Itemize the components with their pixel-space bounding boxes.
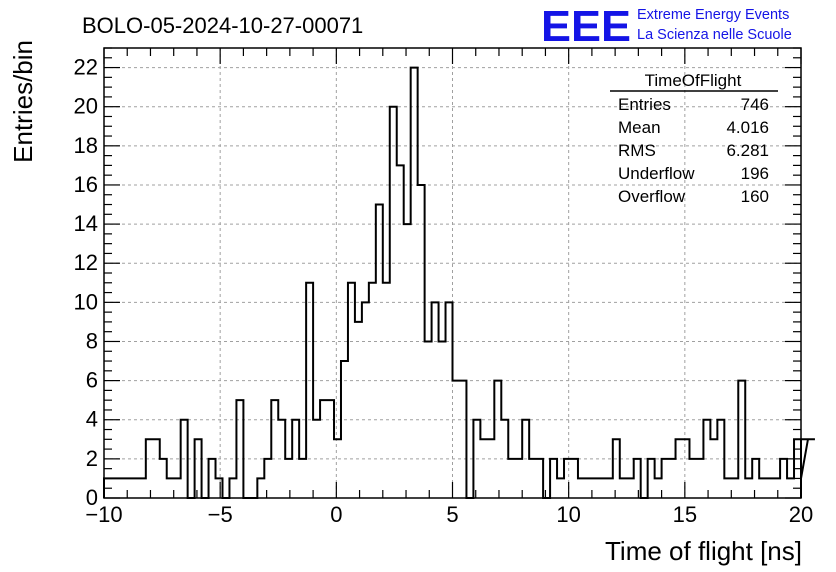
histogram-line xyxy=(103,66,815,499)
x-tick-label: −5 xyxy=(208,502,233,527)
stats-row-value: 196 xyxy=(741,164,769,183)
y-tick-labels: 0 2 4 6 8 10 12 14 16 18 20 22 xyxy=(74,55,98,510)
x-tick-label: 0 xyxy=(330,502,342,527)
stats-box: TimeOfFlight Entries 746 Mean 4.016 RMS 6.281… xyxy=(610,71,778,206)
y-tick-label: 14 xyxy=(74,211,98,236)
y-axis-label: Entries/bin xyxy=(8,40,38,163)
axis-ticks xyxy=(103,47,802,499)
x-tick-label: 10 xyxy=(556,502,580,527)
stats-row-label: RMS xyxy=(618,141,656,160)
y-tick-label: 22 xyxy=(74,55,98,80)
y-tick-label: 6 xyxy=(86,368,98,393)
stats-row-value: 746 xyxy=(741,95,769,114)
y-tick-label: 8 xyxy=(86,328,98,353)
stats-title: TimeOfFlight xyxy=(645,71,742,90)
eee-logo: EEE Extreme Energy Events La Scienza nel… xyxy=(541,2,792,51)
y-tick-label: 16 xyxy=(74,172,98,197)
y-tick-label: 10 xyxy=(74,289,98,314)
grid xyxy=(104,48,801,498)
stats-row-label: Overflow xyxy=(618,187,686,206)
y-tick-label: 18 xyxy=(74,133,98,158)
y-tick-label: 0 xyxy=(86,485,98,510)
stats-row-label: Entries xyxy=(618,95,671,114)
x-tick-labels: −10 −5 0 5 10 15 20 xyxy=(85,502,813,527)
y-tick-label: 12 xyxy=(74,250,98,275)
y-tick-label: 20 xyxy=(74,94,98,119)
x-tick-label: 5 xyxy=(446,502,458,527)
y-tick-label: 4 xyxy=(86,407,98,432)
stats-row-label: Mean xyxy=(618,118,661,137)
stats-row-value: 4.016 xyxy=(726,118,769,137)
stats-row-value: 160 xyxy=(741,187,769,206)
stats-row-value: 6.281 xyxy=(726,141,769,160)
eee-logo-line2: La Scienza nelle Scuole xyxy=(637,27,792,43)
eee-logo-letters: EEE xyxy=(541,2,631,51)
chart-title: BOLO-05-2024-10-27-00071 xyxy=(82,13,363,38)
x-tick-label: 15 xyxy=(673,502,697,527)
eee-logo-line1: Extreme Energy Events xyxy=(637,7,789,23)
x-tick-label: −10 xyxy=(85,502,122,527)
stats-row-label: Underflow xyxy=(618,164,695,183)
y-tick-label: 2 xyxy=(86,446,98,471)
x-axis-label: Time of flight [ns] xyxy=(605,536,802,566)
x-tick-label: 20 xyxy=(789,502,813,527)
